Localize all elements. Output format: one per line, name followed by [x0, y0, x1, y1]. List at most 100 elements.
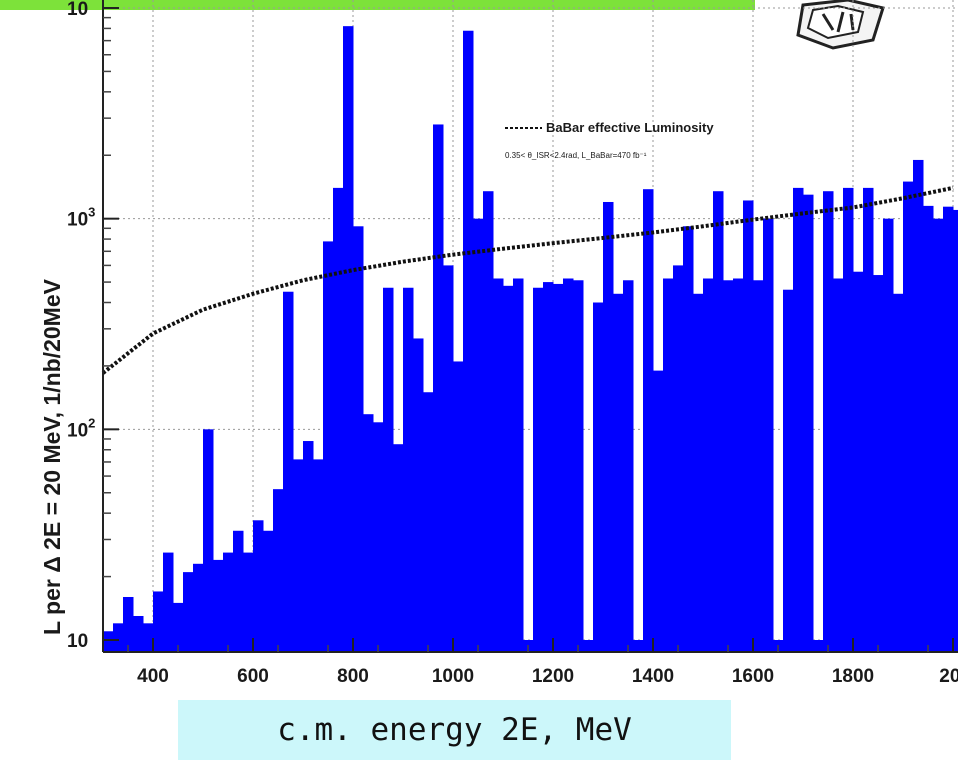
histogram-bar	[233, 530, 244, 652]
histogram-bar	[633, 640, 644, 652]
x-tick-label: 1000	[432, 666, 474, 687]
histogram-bar	[433, 124, 444, 652]
x-tick-label: 20(	[939, 666, 958, 687]
histogram-bar	[543, 282, 554, 652]
histogram-bar	[173, 602, 184, 652]
histogram-bar	[273, 489, 284, 652]
legend-sub-label: 0.35< θ_ISR<2.4rad, L_BaBar=470 fb⁻¹	[505, 151, 647, 160]
histogram-bar	[353, 226, 364, 653]
histogram-bar	[663, 278, 674, 652]
histogram-bar	[123, 596, 134, 652]
histogram-bar	[833, 278, 844, 652]
histogram-bar	[183, 572, 194, 652]
histogram-bar	[213, 559, 224, 652]
histogram-bar	[133, 615, 144, 652]
histogram-bar	[553, 283, 564, 652]
histogram-bar	[623, 280, 634, 652]
histogram-bar	[453, 361, 464, 652]
x-tick-label: 1800	[832, 666, 874, 687]
histogram-bar	[323, 241, 334, 652]
histogram-bar	[903, 181, 914, 652]
detector-logo-icon	[796, 0, 885, 50]
histogram-bar	[423, 392, 434, 652]
histogram-bar	[383, 287, 394, 652]
y-tick-exponent: 3	[88, 205, 95, 220]
x-tick-label: 400	[137, 666, 169, 687]
histogram-bar	[303, 441, 314, 652]
histogram-bar	[263, 530, 274, 652]
axes: 10 102 103 10 400 600 800 1000 1200 1400 1600 1800 2…	[67, 0, 958, 687]
histogram-bar	[253, 520, 264, 652]
histogram-bar	[943, 206, 954, 652]
luminosity-series-line	[101, 185, 954, 375]
histogram-bar	[333, 187, 344, 652]
histogram-bar	[443, 265, 454, 652]
histogram-bar	[843, 187, 854, 652]
histogram-bar	[573, 280, 584, 652]
x-tick-label: 600	[237, 666, 269, 687]
histogram-bar	[533, 287, 544, 652]
histogram-bar	[803, 194, 814, 652]
histogram-bar	[223, 552, 234, 652]
histogram-bar	[883, 218, 894, 652]
histogram-bar	[483, 191, 494, 652]
legend-label: BaBar effective Luminosity	[546, 120, 714, 135]
histogram-bar	[503, 285, 514, 652]
histogram-bar	[873, 275, 884, 652]
histogram-bar	[703, 278, 714, 652]
histogram-bar	[293, 459, 304, 652]
histogram-bar	[403, 287, 414, 652]
histogram-bar	[743, 200, 754, 653]
histogram-bar	[343, 26, 354, 652]
luminosity-curve	[101, 185, 954, 375]
histogram-bar	[463, 30, 474, 653]
histogram-bar	[813, 640, 824, 652]
histogram-bar	[863, 187, 874, 652]
histogram-bar	[893, 293, 904, 652]
x-tick-label: 800	[337, 666, 369, 687]
header-accent-bar	[0, 0, 755, 10]
histogram-bar	[153, 591, 164, 652]
histogram-bar	[643, 189, 654, 653]
legend: BaBar effective Luminosity 0.35< θ_ISR<2…	[505, 120, 714, 160]
histogram-bars	[103, 26, 958, 653]
histogram-bar	[283, 291, 294, 652]
histogram-bar	[853, 271, 864, 652]
histogram-bar	[763, 218, 774, 652]
histogram-bar	[363, 414, 374, 652]
histogram-bar	[923, 205, 934, 653]
histogram-bar	[673, 265, 684, 652]
histogram-bar	[683, 226, 694, 653]
histogram-bar	[513, 278, 524, 652]
histogram-bar	[653, 370, 664, 652]
y-tick-label: 103	[67, 205, 95, 231]
histogram-bar	[603, 201, 614, 652]
histogram-bar	[103, 631, 114, 652]
histogram-bar	[393, 444, 404, 652]
x-tick-label: 1600	[732, 666, 774, 687]
histogram-bar	[143, 623, 154, 652]
x-axis-label-box: c.m. energy 2E, MeV	[178, 700, 731, 760]
histogram-bar	[493, 278, 504, 652]
y-tick-label: 102	[67, 415, 95, 441]
histogram-bar	[163, 552, 174, 652]
histogram-bar	[583, 640, 594, 652]
x-axis-label: c.m. energy 2E, MeV	[277, 712, 632, 748]
histogram-bar	[593, 302, 604, 652]
histogram-bar	[823, 191, 834, 652]
histogram-bar	[313, 459, 324, 652]
histogram-bar	[113, 623, 124, 652]
histogram-bar	[473, 218, 484, 652]
chart: 10 102 103 10 400 600 800 1000 1200 1400 1600 1800 2…	[39, 0, 958, 687]
histogram-bar	[723, 280, 734, 652]
histogram-bar	[933, 218, 944, 652]
histogram-bar	[713, 191, 724, 652]
histogram-bar	[733, 278, 744, 652]
histogram-bar	[693, 293, 704, 652]
histogram-bar	[203, 429, 214, 652]
y-tick-label: 10	[67, 0, 88, 20]
histogram-bar	[953, 209, 958, 653]
histogram-bar	[913, 159, 924, 653]
histogram-bar	[243, 552, 254, 652]
